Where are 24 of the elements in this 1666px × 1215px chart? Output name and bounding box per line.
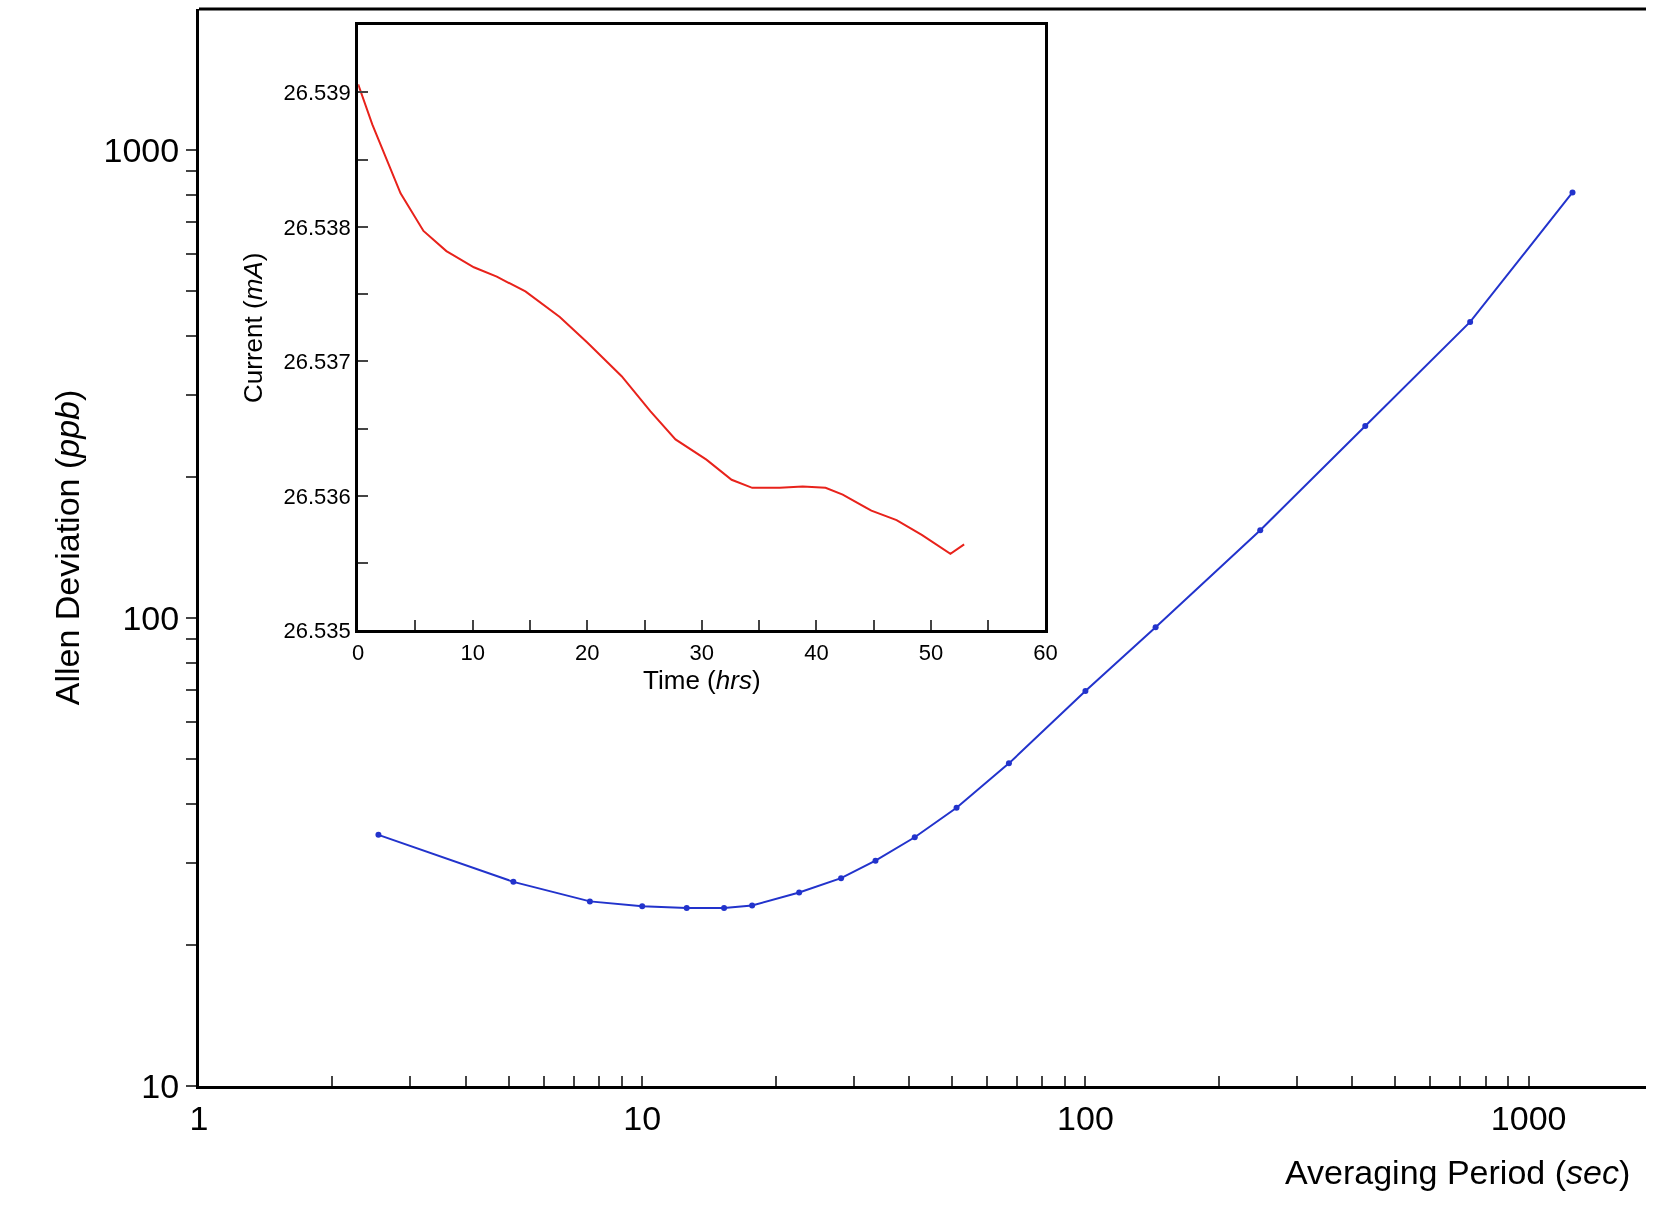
x-tick-label: 0 <box>352 639 365 665</box>
line-series <box>358 83 966 555</box>
y-axis-title: Current (mA) <box>237 252 268 403</box>
y-tick-label: 26.539 <box>283 80 351 106</box>
x-tick-label: 1000 <box>1490 1098 1567 1137</box>
x-tick-label: 60 <box>1033 639 1058 665</box>
y-tick-label: 26.538 <box>283 214 351 240</box>
y-tick-label: 100 <box>122 598 180 637</box>
x-tick-label: 10 <box>623 1098 662 1137</box>
x-tick-label: 40 <box>804 639 829 665</box>
y-axis-title: Allen Deviation (ppb) <box>48 389 87 706</box>
y-tick-label: 26.535 <box>283 618 351 644</box>
x-tick-label: 10 <box>460 639 485 665</box>
x-tick-label: 30 <box>689 639 715 665</box>
x-tick-label: 50 <box>918 639 944 665</box>
x-axis-title: Time (hrs) <box>643 664 761 695</box>
y-tick-label: 26.537 <box>283 349 351 375</box>
y-tick-label: 1000 <box>103 130 180 169</box>
x-tick-label: 1 <box>189 1098 209 1137</box>
x-axis-title: Averaging Period (sec) <box>1285 1153 1631 1191</box>
x-tick-label: 20 <box>575 639 600 665</box>
y-tick-label: 26.536 <box>283 483 351 509</box>
y-tick-label: 10 <box>141 1066 180 1105</box>
x-tick-label: 100 <box>1057 1098 1114 1137</box>
